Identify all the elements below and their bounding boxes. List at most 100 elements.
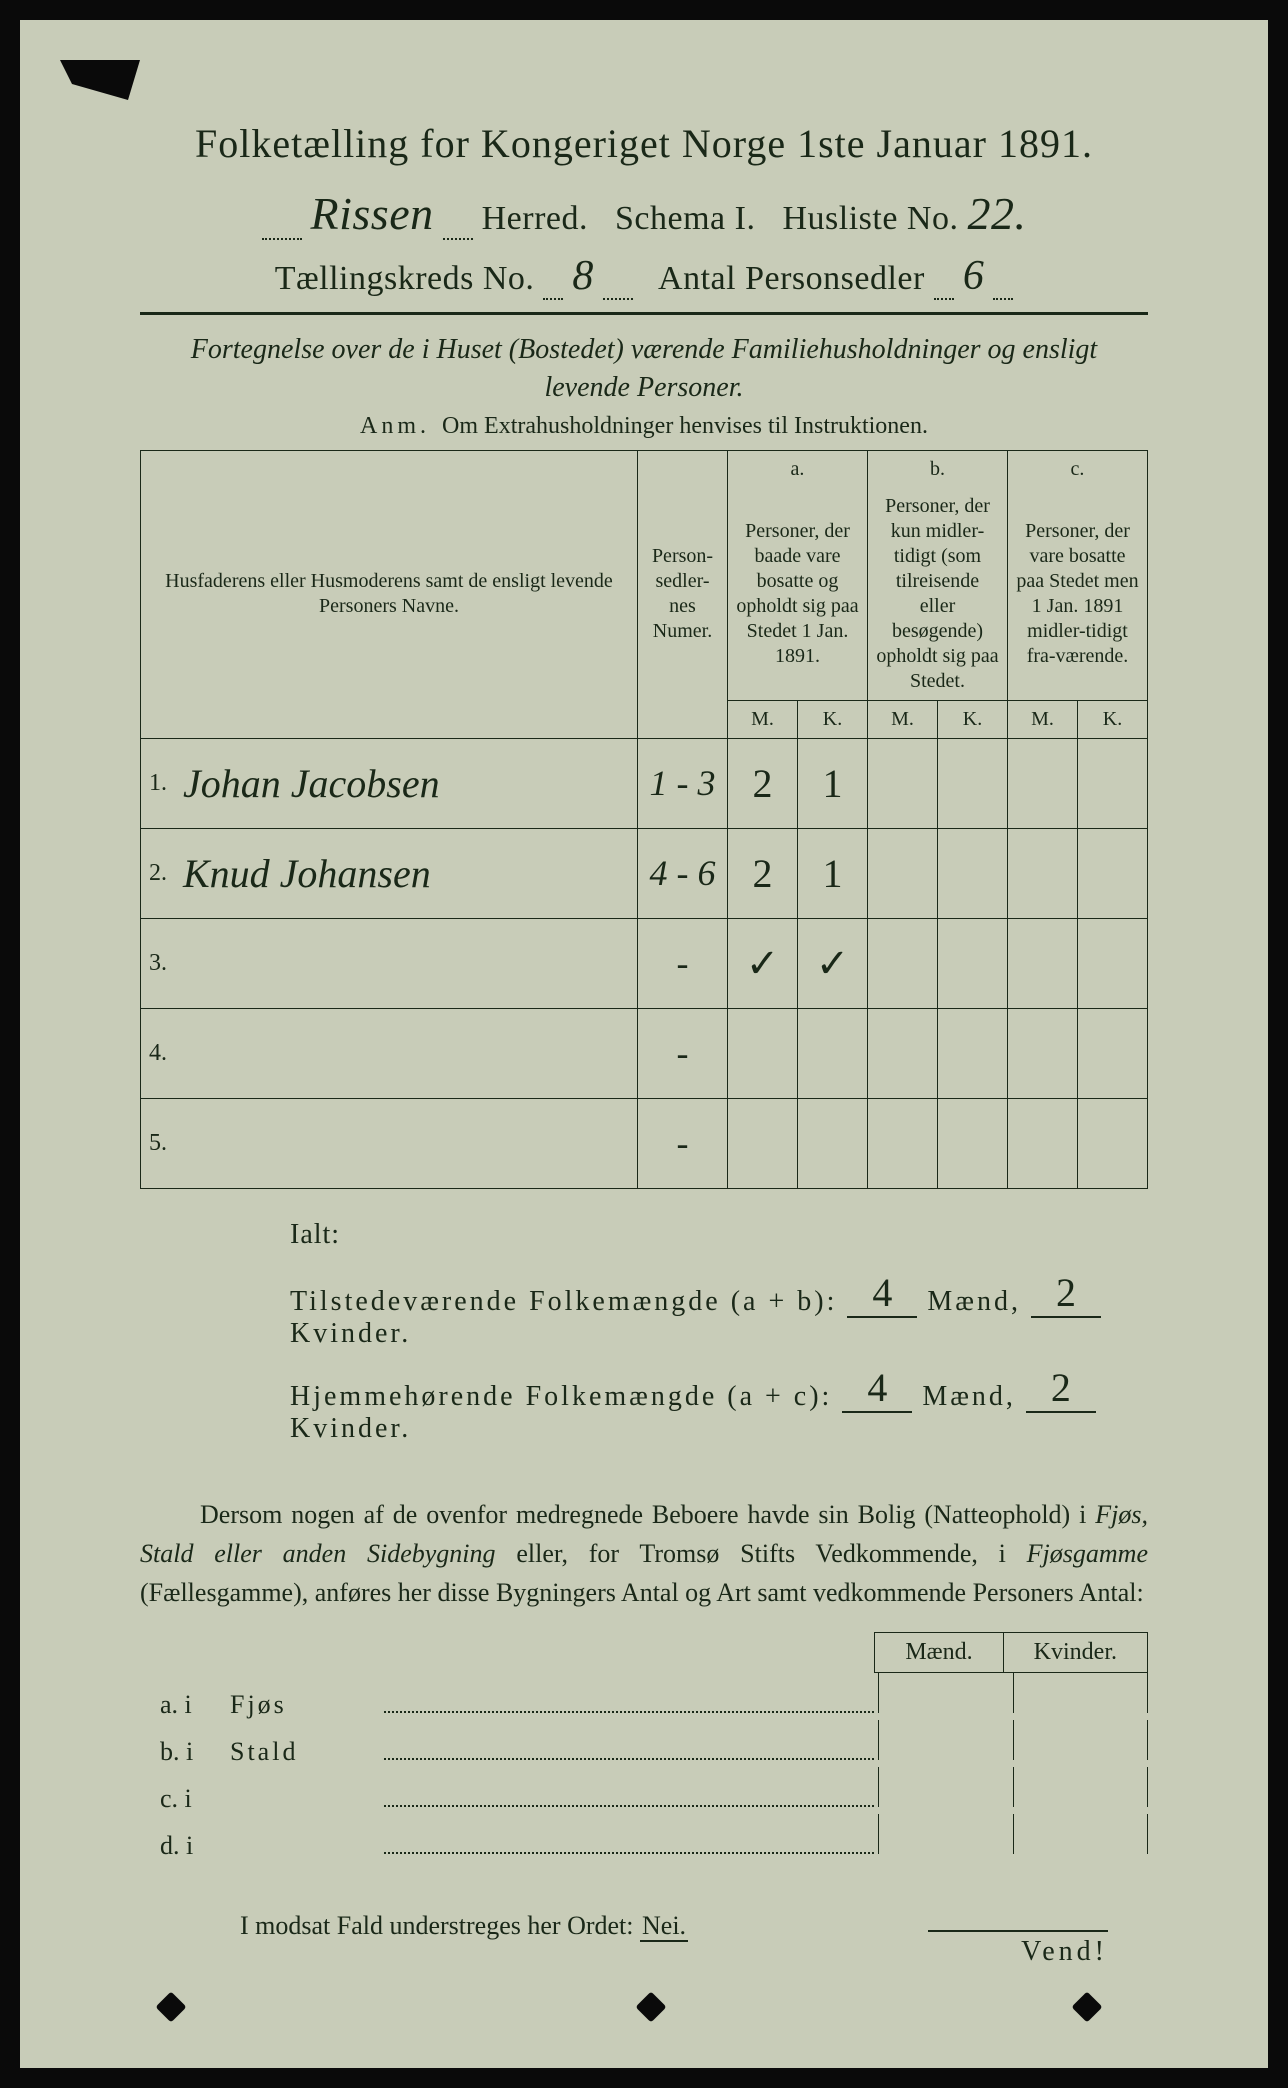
maend-box bbox=[878, 1814, 1013, 1854]
census-form-page: Folketælling for Kongeriget Norge 1ste J… bbox=[20, 20, 1268, 2068]
total-present-line: Tilstedeværende Folkemængde (a + b): 4 M… bbox=[290, 1269, 1148, 1350]
kvinder-label-2: Kvinder. bbox=[290, 1413, 411, 1444]
mk-maend-header: Mænd. bbox=[874, 1632, 1002, 1673]
building-row: d. i bbox=[140, 1814, 1148, 1861]
household-table: Husfaderens eller Husmoderens samt de en… bbox=[140, 450, 1148, 1189]
kvinder-box bbox=[1013, 1767, 1148, 1807]
kvinder-box bbox=[1013, 1814, 1148, 1854]
b-k-cell bbox=[938, 918, 1008, 1008]
present-kvinder-value: 2 bbox=[1031, 1269, 1101, 1318]
nei-word: Nei. bbox=[640, 1911, 688, 1942]
col-c-label: c. bbox=[1008, 450, 1148, 488]
anm-note: Anm. Om Extrahusholdninger henvises til … bbox=[140, 413, 1148, 440]
resident-kvinder-value: 2 bbox=[1026, 1364, 1096, 1413]
c-m-cell bbox=[1008, 828, 1078, 918]
maend-box bbox=[878, 1767, 1013, 1807]
maend-box bbox=[878, 1673, 1013, 1713]
subtitle-line-1: Fortegnelse over de i Huset (Bostedet) v… bbox=[191, 334, 1097, 365]
col-c-text: Personer, der vare bosatte paa Stedet me… bbox=[1008, 488, 1148, 701]
numer-cell: - bbox=[638, 1008, 728, 1098]
totals-block: Ialt: Tilstedeværende Folkemængde (a + b… bbox=[140, 1219, 1148, 1445]
dotted-gap-3 bbox=[603, 263, 633, 300]
building-row-label: a. i bbox=[140, 1690, 230, 1720]
a-k-cell bbox=[798, 1008, 868, 1098]
name-cell bbox=[175, 1098, 638, 1188]
c-m-header: M. bbox=[1008, 700, 1078, 738]
table-row: 3. -✓✓ bbox=[141, 918, 1148, 1008]
building-row: a. iFjøs bbox=[140, 1673, 1148, 1720]
punch-hole-center bbox=[635, 1991, 666, 2022]
present-label: Tilstedeværende Folkemængde (a + b): bbox=[290, 1286, 837, 1317]
antal-value: 6 bbox=[963, 252, 985, 300]
kvinder-label-1: Kvinder. bbox=[290, 1318, 411, 1349]
a-m-cell: 2 bbox=[728, 738, 798, 828]
table-head: Husfaderens eller Husmoderens samt de en… bbox=[141, 450, 1148, 738]
c-k-cell bbox=[1078, 918, 1148, 1008]
col-numer-header: Person-sedler-nes Numer. bbox=[638, 450, 728, 738]
table-row: 1.Johan Jacobsen1 - 321 bbox=[141, 738, 1148, 828]
c-m-cell bbox=[1008, 1008, 1078, 1098]
col-names-text: Husfaderens eller Husmoderens samt de en… bbox=[165, 570, 613, 617]
resident-maend-value: 4 bbox=[842, 1364, 912, 1413]
a-m-cell: ✓ bbox=[728, 918, 798, 1008]
dotted-gap-5 bbox=[993, 263, 1013, 300]
b-m-cell bbox=[868, 738, 938, 828]
a-k-cell: 1 bbox=[798, 738, 868, 828]
mk-header-row: Mænd. Kvinder. bbox=[140, 1632, 1148, 1673]
b-k-cell bbox=[938, 828, 1008, 918]
row-number: 1. bbox=[141, 738, 176, 828]
vend-label: Vend! bbox=[928, 1930, 1108, 1968]
b-k-cell bbox=[938, 738, 1008, 828]
name-cell bbox=[175, 918, 638, 1008]
dotted-gap-2 bbox=[543, 263, 563, 300]
col-b-label: b. bbox=[868, 450, 1008, 488]
maend-label-1: Mænd, bbox=[927, 1286, 1021, 1317]
a-k-cell: 1 bbox=[798, 828, 868, 918]
a-m-cell bbox=[728, 1098, 798, 1188]
row-number: 3. bbox=[141, 918, 176, 1008]
a-m-header: M. bbox=[728, 700, 798, 738]
col-a-text: Personer, der baade vare bosatte og opho… bbox=[728, 488, 868, 701]
dotted-fill bbox=[384, 1781, 874, 1807]
building-row-label: b. i bbox=[140, 1737, 230, 1767]
a-m-cell bbox=[728, 1008, 798, 1098]
total-resident-line: Hjemmehørende Folkemængde (a + c): 4 Mæn… bbox=[290, 1364, 1148, 1445]
header-line-3: Tællingskreds No. 8 Antal Personsedler 6 bbox=[140, 252, 1148, 300]
maend-box bbox=[878, 1720, 1013, 1760]
building-row-label: c. i bbox=[140, 1784, 230, 1814]
c-k-cell bbox=[1078, 1008, 1148, 1098]
col-b-text: Personer, der kun midler-tidigt (som til… bbox=[868, 488, 1008, 701]
ialt-label: Ialt: bbox=[290, 1219, 1148, 1251]
a-k-cell: ✓ bbox=[798, 918, 868, 1008]
building-row-what: Stald bbox=[230, 1737, 380, 1767]
numer-cell: - bbox=[638, 918, 728, 1008]
a-m-cell: 2 bbox=[728, 828, 798, 918]
divider-1 bbox=[140, 312, 1148, 315]
page-corner-tear bbox=[60, 60, 140, 100]
dotted-fill bbox=[384, 1687, 874, 1713]
dotted-gap-4 bbox=[934, 263, 954, 300]
c-k-cell bbox=[1078, 1098, 1148, 1188]
b-m-cell bbox=[868, 918, 938, 1008]
husliste-label: Husliste No. bbox=[782, 200, 958, 237]
form-header: Folketælling for Kongeriget Norge 1ste J… bbox=[140, 120, 1148, 300]
lodging-paragraph: Dersom nogen af de ovenfor medregnede Be… bbox=[140, 1495, 1148, 1612]
b-m-cell bbox=[868, 828, 938, 918]
a-k-header: K. bbox=[798, 700, 868, 738]
b-k-header: K. bbox=[938, 700, 1008, 738]
table-row: 4.- bbox=[141, 1008, 1148, 1098]
name-cell: Knud Johansen bbox=[175, 828, 638, 918]
anm-label: Anm. bbox=[360, 413, 430, 439]
building-row-label: d. i bbox=[140, 1831, 230, 1861]
b-m-cell bbox=[868, 1008, 938, 1098]
schema-label: Schema I. bbox=[615, 200, 755, 237]
c-k-cell bbox=[1078, 738, 1148, 828]
b-m-cell bbox=[868, 1098, 938, 1188]
subtitle-line-2: levende Personer. bbox=[544, 372, 743, 403]
numer-cell: - bbox=[638, 1098, 728, 1188]
form-subtitle: Fortegnelse over de i Huset (Bostedet) v… bbox=[140, 331, 1148, 407]
mk-rows-container: a. iFjøs b. iStaldc. i d. i bbox=[140, 1673, 1148, 1861]
anm-text: Om Extrahusholdninger henvises til Instr… bbox=[442, 413, 928, 439]
form-title: Folketælling for Kongeriget Norge 1ste J… bbox=[140, 120, 1148, 167]
nei-text: I modsat Fald understreges her Ordet: bbox=[240, 1911, 640, 1940]
